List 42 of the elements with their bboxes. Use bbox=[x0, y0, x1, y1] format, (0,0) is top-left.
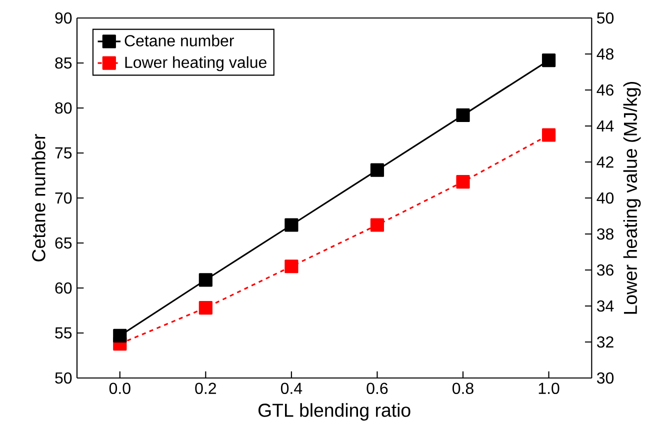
y-tick-label: 65 bbox=[55, 237, 72, 249]
point bbox=[370, 163, 384, 177]
x-tick-label: 0.0 bbox=[109, 382, 130, 394]
y-tick-label: 80 bbox=[55, 102, 72, 114]
x-tick-label: 1.0 bbox=[538, 382, 560, 394]
y2-tick-label: 50 bbox=[597, 12, 614, 24]
y2-tick-label: 40 bbox=[596, 192, 614, 204]
y2-tick-label: 30 bbox=[596, 372, 614, 384]
x-tick-label: 0.2 bbox=[195, 382, 216, 394]
y-tick-label: 85 bbox=[55, 57, 72, 69]
y-tick-label: 75 bbox=[55, 147, 72, 159]
point bbox=[456, 174, 470, 189]
point bbox=[284, 218, 298, 232]
y2-tick-label: 36 bbox=[596, 264, 614, 276]
y2-tick-label: 34 bbox=[596, 300, 614, 312]
x-axis-title: GTL blending ratio bbox=[258, 403, 410, 421]
y-tick-label: 55 bbox=[55, 327, 72, 339]
point bbox=[456, 108, 470, 122]
x-tick-label: 0.8 bbox=[452, 382, 474, 394]
point bbox=[370, 218, 384, 232]
x-tick-label: 0.4 bbox=[280, 382, 302, 394]
legend-label: Cetane number bbox=[124, 34, 234, 46]
y-tick-label: 70 bbox=[55, 192, 72, 204]
y2-tick-label: 44 bbox=[596, 120, 614, 132]
point bbox=[198, 300, 212, 315]
y-tick-label: 60 bbox=[55, 282, 72, 294]
point bbox=[542, 128, 556, 142]
y2-tick-label: 32 bbox=[596, 336, 614, 348]
y2-tick-label: 38 bbox=[596, 228, 614, 240]
y-tick-label: 50 bbox=[55, 372, 72, 384]
point bbox=[284, 260, 298, 274]
y2-axis-title: Lower heating value (MJ/kg) bbox=[623, 82, 641, 314]
y2-tick-label: 42 bbox=[596, 156, 614, 168]
point bbox=[198, 273, 212, 287]
point bbox=[113, 328, 127, 342]
y2-tick-label: 46 bbox=[596, 84, 614, 96]
y-axis-title: Cetane number bbox=[32, 134, 46, 262]
y2-tick-label: 48 bbox=[596, 48, 614, 60]
x-tick-label: 0.6 bbox=[366, 382, 388, 394]
y-tick-label: 90 bbox=[55, 12, 72, 24]
legend-label: Lower heating value bbox=[125, 56, 266, 72]
point bbox=[542, 53, 556, 68]
